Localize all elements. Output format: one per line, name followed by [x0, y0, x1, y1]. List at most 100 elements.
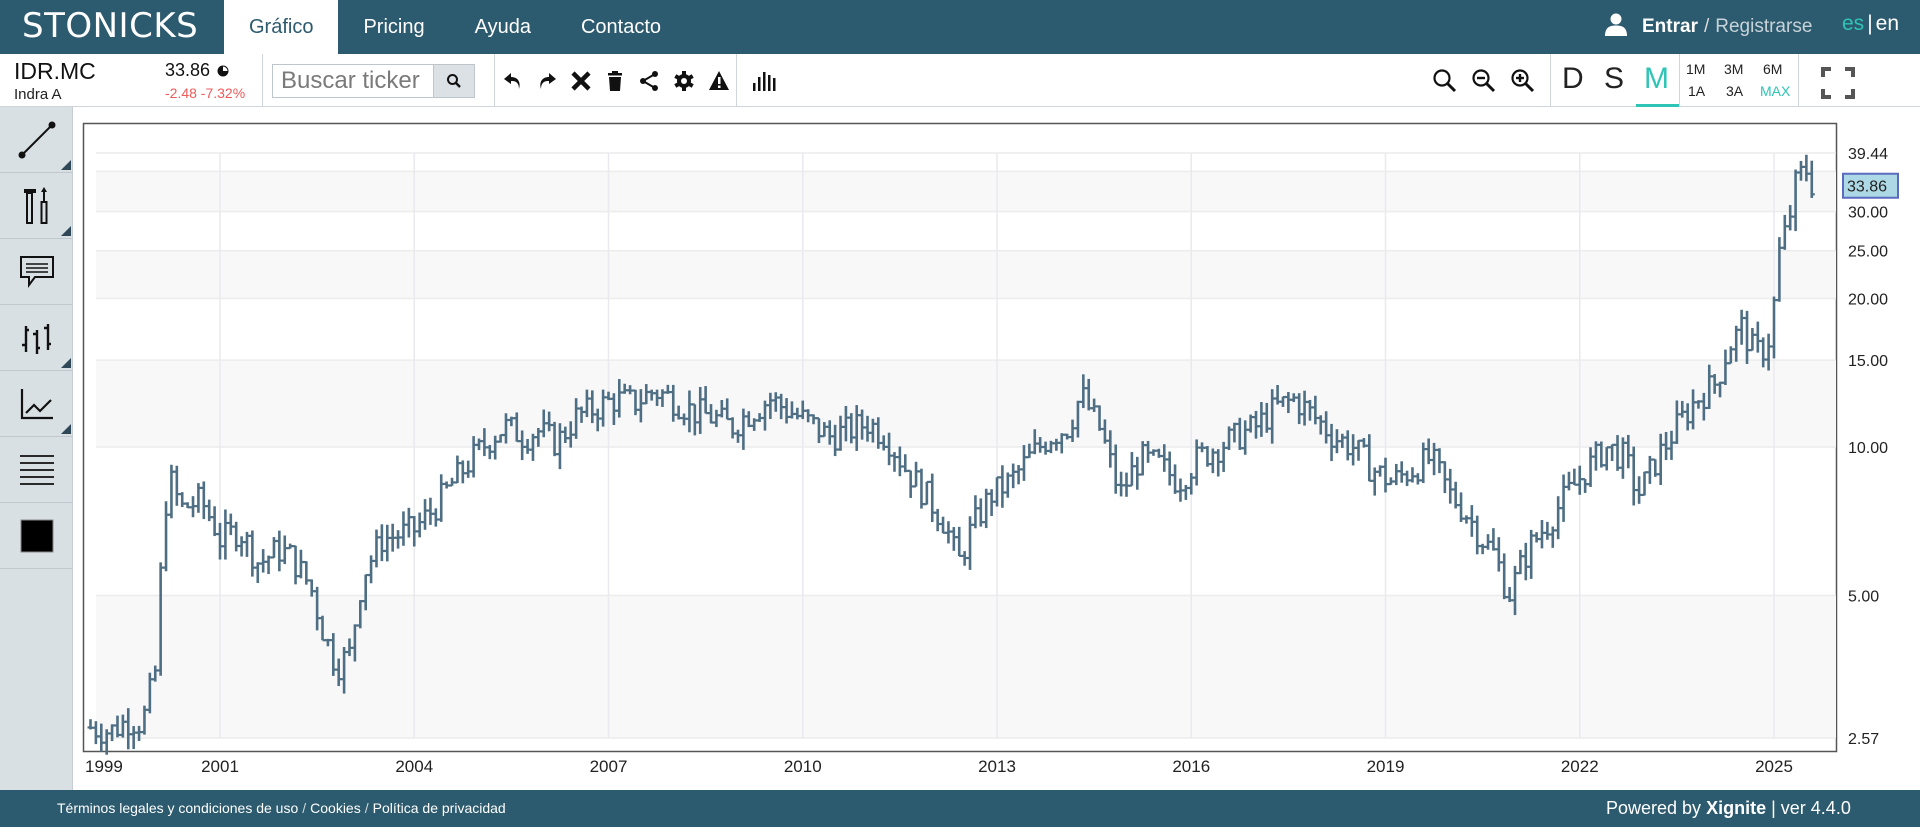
svg-text:2025: 2025 — [1755, 757, 1793, 776]
period-weekly[interactable]: S — [1604, 62, 1625, 95]
svg-text:2010: 2010 — [784, 757, 822, 776]
ticker-info: IDR.MC Indra A — [14, 58, 96, 103]
search-input[interactable] — [273, 65, 433, 97]
range-6m[interactable]: 6M — [1763, 61, 1783, 77]
svg-text:2016: 2016 — [1172, 757, 1210, 776]
range-3a[interactable]: 3A — [1726, 83, 1744, 99]
chart-toolbar: IDR.MC Indra A 33.86 -2.48 -7.32% — [0, 54, 1920, 108]
period-monthly[interactable]: M — [1644, 62, 1669, 95]
main-nav: Gráfico Pricing Ayuda Contacto — [224, 0, 686, 54]
nav-contacto[interactable]: Contacto — [580, 15, 662, 38]
trendline-icon — [18, 121, 55, 158]
svg-text:2.57: 2.57 — [1848, 731, 1879, 748]
svg-text:25.00: 25.00 — [1848, 244, 1888, 261]
powered-by: Powered by Xignite | ver 4.4.0 — [1606, 798, 1851, 819]
user-area: Entrar / Registrarse — [1604, 12, 1812, 42]
separator: / — [364, 800, 369, 816]
svg-text:1999: 1999 — [85, 757, 123, 776]
svg-text:30.00: 30.00 — [1848, 205, 1888, 222]
warning-icon[interactable] — [706, 68, 732, 94]
share-icon[interactable] — [636, 68, 662, 94]
svg-text:20.00: 20.00 — [1848, 292, 1888, 309]
sidebar-item-chart-type[interactable] — [0, 305, 73, 371]
svg-text:2001: 2001 — [201, 757, 239, 776]
range-max[interactable]: MAX — [1760, 83, 1791, 99]
sidebar-item-comment[interactable] — [0, 239, 73, 305]
submenu-indicator — [61, 160, 71, 170]
separator: / — [302, 800, 307, 816]
xignite-link[interactable]: Xignite — [1706, 798, 1767, 818]
period-daily[interactable]: D — [1562, 62, 1584, 95]
login-link[interactable]: Entrar — [1642, 16, 1698, 37]
lang-separator: | — [1867, 12, 1873, 35]
cookies-link[interactable]: Cookies — [310, 800, 361, 816]
close-icon[interactable] — [568, 68, 594, 94]
svg-text:2022: 2022 — [1561, 757, 1599, 776]
last-price: 33.86 — [165, 60, 211, 80]
svg-text:33.86: 33.86 — [1847, 179, 1887, 196]
line-chart-icon — [20, 388, 53, 419]
horizontal-lines-icon — [19, 454, 54, 485]
sidebar-item-indicators[interactable] — [0, 371, 73, 437]
range-1a[interactable]: 1A — [1688, 83, 1706, 99]
sidebar-item-trendline[interactable] — [0, 107, 73, 173]
company-name: Indra A — [14, 86, 62, 103]
sidebar-item-tools[interactable] — [0, 173, 73, 239]
nav-grafico[interactable]: Gráfico — [224, 0, 339, 54]
zoom-in-icon[interactable] — [1510, 68, 1536, 94]
nav-pricing[interactable]: Pricing — [363, 15, 425, 38]
ticker-symbol: IDR.MC — [14, 58, 96, 84]
sidebar-item-lines[interactable] — [0, 437, 73, 503]
language-switch: es | en — [1842, 12, 1899, 36]
search-icon[interactable] — [1432, 68, 1458, 94]
footer-links: Términos legales y condiciones de uso / Co… — [57, 800, 506, 816]
zoom-out-icon[interactable] — [1471, 68, 1497, 94]
ohlc-chart[interactable]: 1999 2001 2004 2007 2010 2013 2016 2019 2022 2025… — [73, 107, 1920, 790]
gear-icon[interactable] — [671, 68, 697, 94]
divider — [736, 54, 737, 107]
version: | ver 4.4.0 — [1771, 798, 1851, 818]
divider — [1550, 54, 1551, 107]
divider — [1798, 54, 1799, 107]
divider — [262, 54, 263, 107]
ticker-search — [272, 64, 475, 98]
svg-text:2007: 2007 — [590, 757, 628, 776]
trash-icon[interactable] — [602, 68, 628, 94]
lang-es[interactable]: es — [1842, 12, 1865, 35]
range-1m[interactable]: 1M — [1686, 61, 1706, 77]
logo[interactable]: STONICKS — [22, 6, 199, 46]
drawing-tools-sidebar — [0, 107, 73, 790]
color-swatch-icon — [20, 519, 53, 552]
range-3m[interactable]: 3M — [1724, 61, 1744, 77]
search-button[interactable] — [433, 65, 474, 97]
powered-prefix: Powered by — [1606, 798, 1702, 818]
active-period-indicator — [1636, 104, 1679, 108]
separator: / — [1703, 16, 1710, 37]
sidebar-item-color[interactable] — [0, 503, 73, 569]
svg-text:2013: 2013 — [978, 757, 1016, 776]
fullscreen-icon[interactable] — [1820, 66, 1856, 100]
footer: Términos legales y condiciones de uso / Co… — [0, 790, 1920, 827]
price-chart[interactable]: 1999 2001 2004 2007 2010 2013 2016 2019 2022 2025… — [73, 107, 1920, 790]
divider — [1679, 54, 1680, 107]
nav-ayuda[interactable]: Ayuda — [474, 15, 531, 38]
redo-icon[interactable] — [534, 68, 560, 94]
undo-icon[interactable] — [500, 68, 526, 94]
tools-icon — [23, 186, 47, 224]
register-link[interactable]: Registrarse — [1715, 16, 1813, 37]
ohlc-bars-icon — [21, 323, 51, 354]
divider — [494, 54, 495, 107]
svg-text:15.00: 15.00 — [1848, 353, 1888, 370]
price-change: -2.48 -7.32% — [165, 85, 246, 101]
submenu-indicator — [61, 424, 71, 434]
search-icon — [447, 74, 461, 88]
legal-link[interactable]: Términos legales y condiciones de uso — [57, 800, 299, 816]
user-icon — [1604, 12, 1628, 42]
bar-chart-icon[interactable] — [751, 68, 777, 94]
submenu-indicator — [61, 358, 71, 368]
svg-text:10.00: 10.00 — [1848, 440, 1888, 457]
lang-en[interactable]: en — [1875, 12, 1900, 35]
clock-icon — [217, 65, 229, 77]
svg-text:39.44: 39.44 — [1848, 146, 1888, 163]
privacy-link[interactable]: Política de privacidad — [372, 800, 506, 816]
